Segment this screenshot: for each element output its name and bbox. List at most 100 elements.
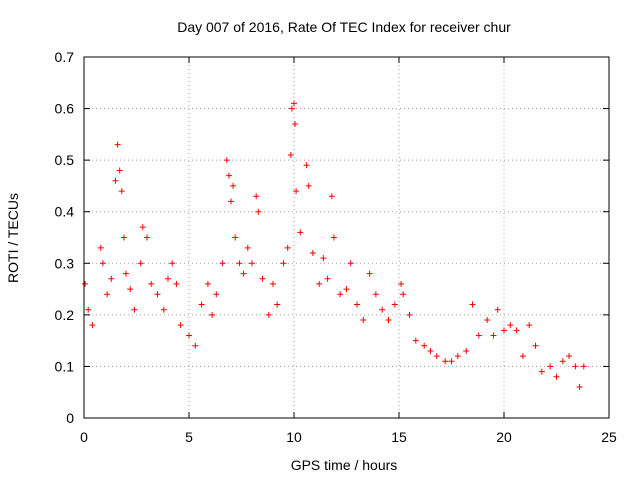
- data-point: [309, 249, 316, 256]
- data-point: [442, 358, 449, 365]
- data-point: [154, 291, 161, 298]
- data-point: [469, 301, 476, 308]
- data-point: [297, 229, 304, 236]
- x-tick-label: 5: [185, 429, 193, 445]
- data-point: [160, 306, 167, 313]
- data-point: [385, 317, 392, 324]
- data-point: [82, 280, 89, 287]
- data-point: [287, 151, 294, 158]
- data-point: [114, 141, 121, 148]
- data-point: [137, 260, 144, 267]
- data-point: [303, 162, 310, 169]
- x-axis-label: GPS time / hours: [291, 457, 398, 473]
- x-tick-label: 25: [601, 429, 617, 445]
- data-point: [293, 188, 300, 195]
- data-point: [454, 353, 461, 360]
- data-point: [236, 260, 243, 267]
- data-point: [148, 280, 155, 287]
- data-point: [177, 322, 184, 329]
- data-point: [169, 260, 176, 267]
- data-point: [475, 332, 482, 339]
- data-point: [305, 182, 312, 189]
- data-point: [213, 291, 220, 298]
- data-point: [398, 280, 405, 287]
- data-point: [328, 193, 335, 200]
- data-point: [412, 337, 419, 344]
- data-point: [400, 291, 407, 298]
- data-point: [507, 322, 514, 329]
- data-point: [494, 306, 501, 313]
- data-point: [576, 384, 583, 391]
- data-point: [173, 280, 180, 287]
- y-tick-label: 0.5: [55, 152, 75, 168]
- x-tick-label: 15: [391, 429, 407, 445]
- data-point: [519, 353, 526, 360]
- data-point: [120, 234, 127, 241]
- data-point: [547, 363, 554, 370]
- y-axis-label: ROTI / TECUs: [5, 193, 21, 283]
- data-point: [566, 353, 573, 360]
- data-point: [255, 208, 262, 215]
- data-point: [274, 301, 281, 308]
- data-point: [337, 291, 344, 298]
- data-point: [463, 347, 470, 354]
- data-point: [526, 322, 533, 329]
- data-point: [259, 275, 266, 282]
- data-point: [127, 286, 134, 293]
- data-point: [240, 270, 247, 277]
- data-point: [284, 244, 291, 251]
- data-point: [99, 260, 106, 267]
- data-point: [391, 301, 398, 308]
- x-axis-ticks: 0 5 10 15 20 25: [80, 57, 617, 445]
- data-point: [490, 332, 497, 339]
- data-point: [225, 172, 232, 179]
- x-tick-label: 10: [286, 429, 302, 445]
- y-tick-label: 0: [66, 410, 74, 426]
- data-point: [253, 193, 260, 200]
- data-point: [366, 270, 373, 277]
- data-point: [320, 255, 327, 262]
- data-point: [532, 342, 539, 349]
- data-point: [165, 275, 171, 282]
- data-point: [112, 177, 119, 184]
- y-tick-label: 0.3: [55, 255, 75, 271]
- data-point: [360, 317, 367, 324]
- y-tick-label: 0.7: [55, 49, 75, 65]
- data-point: [116, 167, 123, 174]
- data-point: [280, 260, 287, 267]
- data-point: [406, 311, 413, 318]
- data-point: [354, 301, 360, 308]
- y-tick-label: 0.6: [55, 101, 75, 117]
- y-tick-label: 0.2: [55, 307, 75, 323]
- data-point: [97, 244, 104, 251]
- y-tick-label: 0.1: [55, 358, 75, 374]
- data-point: [433, 353, 440, 360]
- data-points: [82, 100, 587, 391]
- data-point: [448, 358, 455, 365]
- data-point: [232, 234, 239, 241]
- x-tick-label: 0: [80, 429, 88, 445]
- data-point: [427, 347, 434, 354]
- data-point: [580, 363, 587, 370]
- data-point: [139, 224, 146, 231]
- plot-frame: [83, 56, 610, 419]
- data-point: [265, 311, 272, 318]
- data-point: [228, 198, 234, 205]
- data-point: [501, 327, 507, 334]
- data-point: [223, 157, 230, 164]
- data-point: [104, 291, 111, 298]
- data-point: [131, 306, 138, 313]
- data-point: [484, 317, 491, 324]
- data-point: [330, 234, 337, 241]
- data-point: [144, 234, 150, 241]
- data-point: [316, 280, 323, 287]
- y-tick-label: 0.4: [55, 204, 75, 220]
- data-point: [123, 270, 129, 277]
- data-point: [204, 280, 211, 287]
- data-point: [230, 182, 237, 189]
- data-point: [288, 105, 295, 112]
- data-point: [186, 332, 192, 339]
- data-point: [291, 100, 297, 107]
- data-point: [209, 311, 216, 318]
